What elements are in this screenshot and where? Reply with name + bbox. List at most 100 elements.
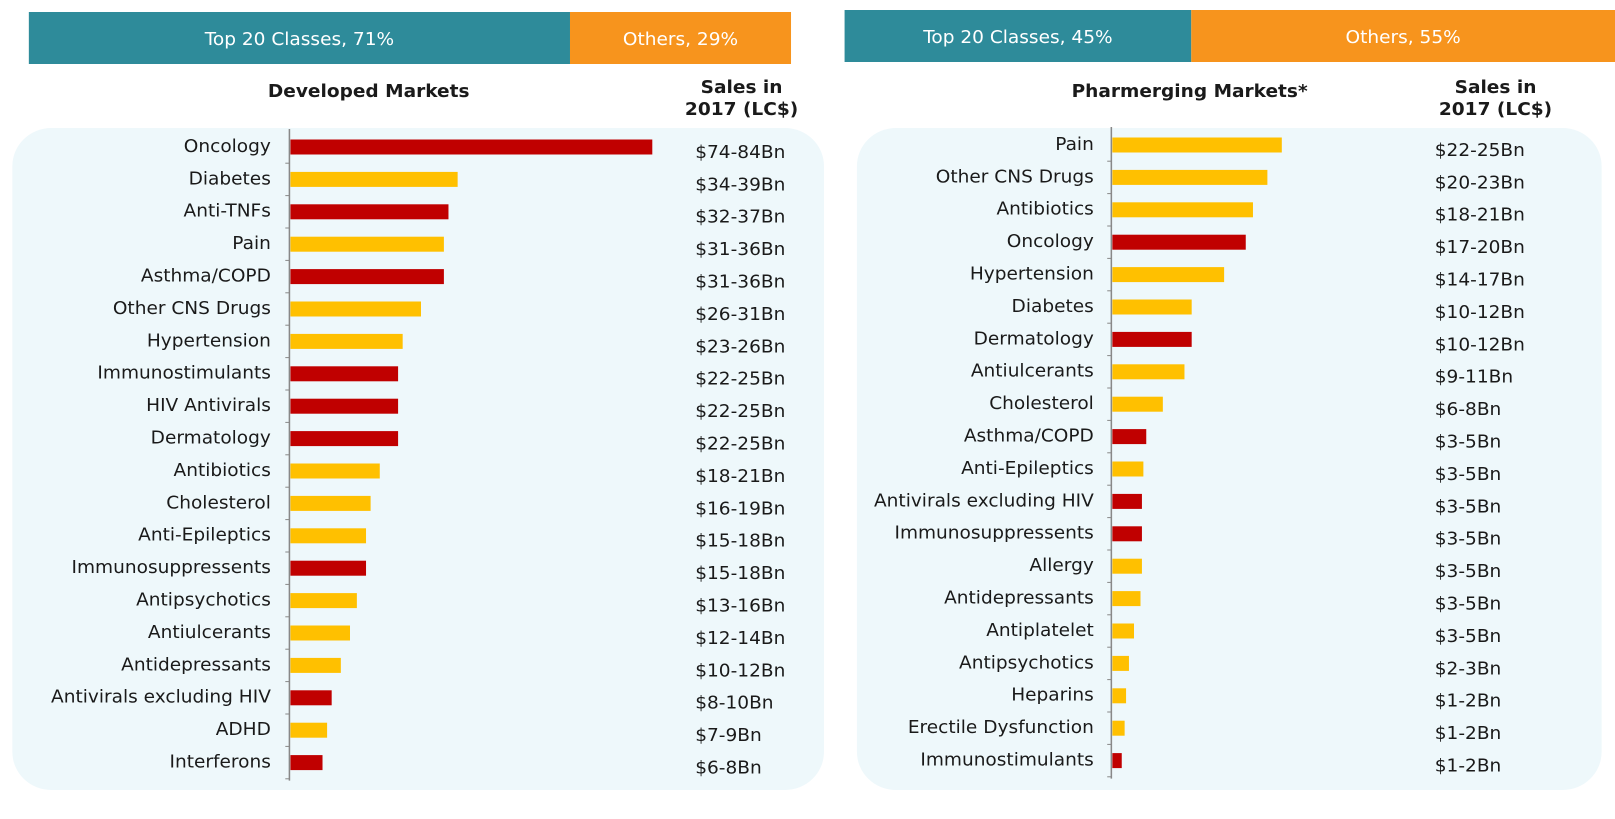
value-label: $74-84Bn: [695, 142, 785, 163]
share-segment: [28, 12, 570, 64]
bar: [290, 301, 421, 317]
value-label: $1-2Bn: [1435, 756, 1502, 777]
share-label: Top 20 Classes, 45%: [922, 27, 1112, 48]
value-label: $18-21Bn: [695, 466, 785, 487]
category-label: Antibiotics: [174, 460, 271, 481]
value-label: $3-5Bn: [1435, 497, 1502, 518]
bar: [290, 593, 357, 609]
value-label: $6-8Bn: [1435, 399, 1502, 420]
bar: [1112, 461, 1144, 477]
bar: [1112, 591, 1141, 607]
bar: [290, 333, 403, 349]
category-label: Immunostimulants: [920, 750, 1093, 771]
bar: [290, 171, 458, 187]
share-segment: [569, 12, 792, 64]
value-label: $32-37Bn: [695, 207, 785, 228]
category-label: Anti-TNFs: [184, 201, 271, 222]
bar: [1112, 526, 1142, 542]
panel-background: [856, 128, 1602, 790]
chart-title: Pharmerging Markets*: [1072, 81, 1309, 102]
value-label: $1-2Bn: [1435, 691, 1502, 712]
bar: [290, 269, 444, 285]
value-label: $2-3Bn: [1435, 659, 1502, 680]
category-label: Antiplatelet: [986, 620, 1094, 641]
category-label: Interferons: [169, 752, 270, 773]
value-label: $20-23Bn: [1435, 173, 1525, 194]
value-label: $18-21Bn: [1435, 205, 1525, 226]
value-label: $3-5Bn: [1435, 432, 1502, 453]
category-label: Cholesterol: [989, 393, 1094, 414]
bar: [1112, 169, 1268, 185]
column-header: Sales in: [1455, 77, 1537, 98]
category-label: Heparins: [1011, 685, 1094, 706]
value-label: $34-39Bn: [695, 175, 785, 196]
category-label: Hypertension: [970, 264, 1094, 285]
bar: [290, 755, 323, 771]
value-label: $1-2Bn: [1435, 723, 1502, 744]
bar: [1112, 331, 1192, 347]
value-label: $17-20Bn: [1435, 237, 1525, 258]
bar: [290, 528, 367, 544]
share-segment: [1191, 10, 1615, 62]
bar: [1112, 655, 1129, 671]
category-label: Antipsychotics: [136, 590, 271, 611]
category-label: Antibiotics: [996, 199, 1093, 220]
value-label: $3-5Bn: [1435, 626, 1502, 647]
category-label: Pain: [232, 233, 271, 254]
category-label: Asthma/COPD: [964, 426, 1094, 447]
value-label: $22-25Bn: [1435, 140, 1525, 161]
panel-background: [12, 128, 824, 790]
bar: [1112, 267, 1225, 283]
category-label: Antiulcerants: [148, 622, 271, 643]
bar: [1112, 202, 1253, 218]
value-label: $10-12Bn: [695, 661, 785, 682]
value-label: $31-36Bn: [695, 272, 785, 293]
value-label: $3-5Bn: [1435, 529, 1502, 550]
value-label: $31-36Bn: [695, 239, 785, 260]
category-label: Erectile Dysfunction: [908, 717, 1094, 738]
category-label: Other CNS Drugs: [936, 167, 1094, 188]
category-label: Anti-Epileptics: [138, 525, 271, 546]
category-label: Asthma/COPD: [141, 266, 271, 287]
bar: [290, 690, 332, 706]
category-label: Antidepressants: [944, 588, 1094, 609]
value-label: $3-5Bn: [1435, 561, 1502, 582]
value-label: $26-31Bn: [695, 304, 785, 325]
bar: [290, 560, 367, 576]
bar: [1112, 234, 1246, 250]
category-label: HIV Antivirals: [146, 395, 271, 416]
bar: [1112, 299, 1192, 315]
category-label: Antiulcerants: [971, 361, 1094, 382]
category-label: Cholesterol: [166, 493, 271, 514]
bar: [1112, 364, 1185, 380]
value-label: $23-26Bn: [695, 337, 785, 358]
category-label: Diabetes: [1012, 296, 1094, 317]
value-label: $22-25Bn: [695, 369, 785, 390]
bar: [290, 398, 399, 414]
value-label: $9-11Bn: [1435, 367, 1513, 388]
bar: [290, 463, 380, 479]
value-label: $15-18Bn: [695, 563, 785, 584]
share-label: Top 20 Classes, 71%: [204, 29, 394, 50]
value-label: $14-17Bn: [1435, 270, 1525, 291]
column-header: 2017 (LC$): [685, 99, 798, 120]
share-label: Others, 29%: [623, 29, 738, 50]
value-label: $16-19Bn: [695, 499, 785, 520]
category-label: Antivirals excluding HIV: [874, 491, 1094, 512]
column-header: Sales in: [701, 77, 783, 98]
bar: [1112, 429, 1147, 445]
bar: [290, 625, 350, 641]
value-label: $10-12Bn: [1435, 335, 1525, 356]
value-label: $3-5Bn: [1435, 464, 1502, 485]
value-label: $22-25Bn: [695, 434, 785, 455]
value-label: $10-12Bn: [1435, 302, 1525, 323]
bar: [1112, 558, 1142, 574]
bar: [290, 722, 328, 738]
bar: [290, 431, 399, 447]
share-segment: [844, 10, 1192, 62]
bar: [290, 204, 449, 220]
category-label: Diabetes: [189, 169, 271, 190]
category-label: Oncology: [1007, 231, 1094, 252]
value-label: $13-16Bn: [695, 596, 785, 617]
